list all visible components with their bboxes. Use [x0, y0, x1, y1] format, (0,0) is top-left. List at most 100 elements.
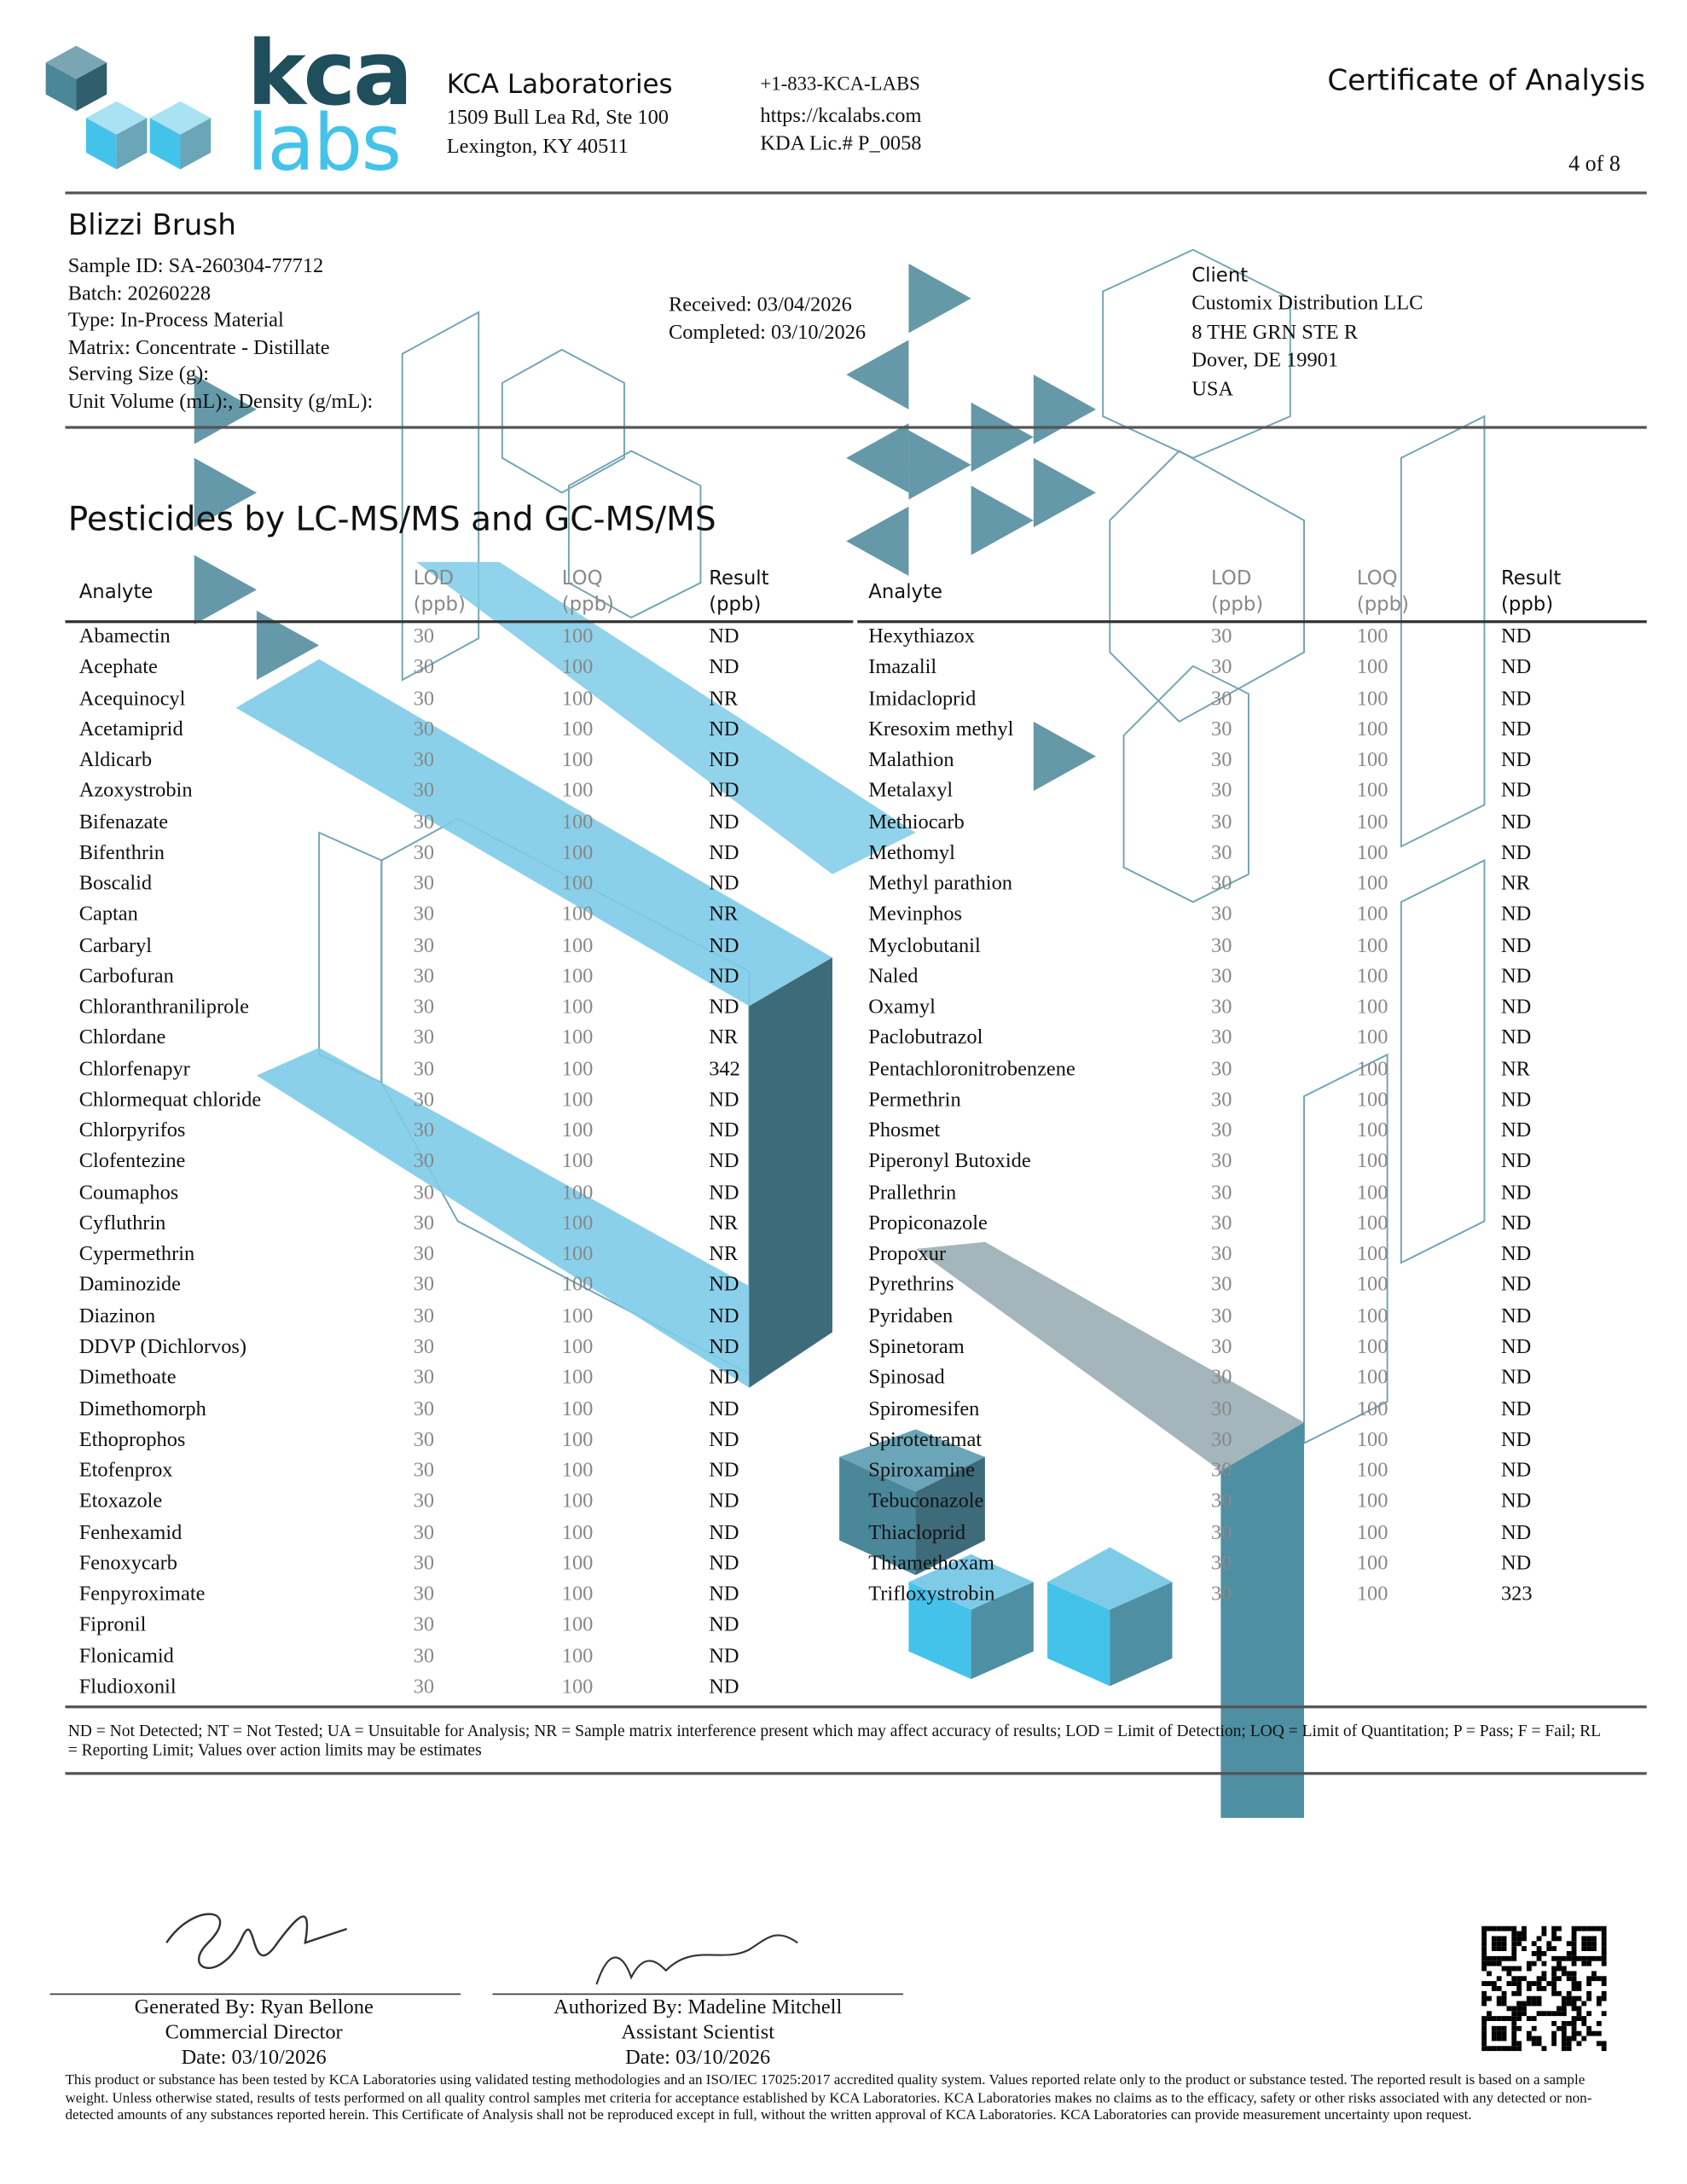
result: ND	[1500, 1428, 1532, 1452]
sample-detail: Unit Volume (mL):, Density (g/mL):	[67, 390, 374, 413]
header-rule	[857, 620, 1647, 623]
qr-cell	[1516, 2001, 1522, 2007]
qr-cell	[1511, 1946, 1517, 1951]
qr-cell	[1526, 2016, 1532, 2021]
analyte: Cypermethrin	[78, 1243, 195, 1266]
qr-cell	[1571, 2020, 1577, 2026]
column-header: Analyte	[78, 581, 154, 604]
qr-cell	[1551, 2041, 1557, 2047]
loq: 100	[561, 1089, 594, 1112]
column-unit: (ppb)	[1356, 594, 1409, 617]
lod: 30	[413, 934, 435, 957]
analyte: Flonicamid	[78, 1645, 174, 1668]
qr-cell	[1551, 2036, 1557, 2042]
result: ND	[1500, 1490, 1532, 1513]
qr-cell	[1511, 2006, 1517, 2012]
qr-cell	[1601, 1926, 1607, 1931]
qr-cell	[1481, 1926, 1487, 1931]
doc-title: Certificate of Analysis	[1327, 63, 1646, 97]
qr-cell	[1566, 2046, 1572, 2052]
qr-cell	[1541, 1926, 1547, 1931]
qr-cell	[1526, 2001, 1532, 2007]
qr-cell	[1576, 1995, 1582, 2001]
analyte: Thiacloprid	[868, 1521, 966, 1544]
analyte: Methyl parathion	[868, 873, 1012, 896]
qr-cell	[1481, 1950, 1487, 1956]
qr-cell	[1516, 1976, 1522, 1982]
client-line: Customix Distribution LLC	[1191, 293, 1423, 316]
qr-cell	[1526, 1995, 1532, 2001]
result: ND	[709, 1367, 739, 1390]
qr-cell	[1586, 1941, 1592, 1947]
qr-cell	[1601, 1950, 1607, 1956]
analyte: Chlorpyrifos	[78, 1119, 186, 1142]
loq: 100	[1356, 873, 1388, 896]
qr-cell	[1541, 1976, 1547, 1982]
result: ND	[1500, 1243, 1532, 1266]
qr-cell	[1601, 1955, 1607, 1961]
result: NR	[709, 1212, 739, 1235]
qr-cell	[1561, 1966, 1567, 1972]
result: ND	[1500, 1552, 1532, 1575]
qr-cell	[1541, 1971, 1547, 1977]
qr-cell	[1501, 1926, 1507, 1931]
header-rule	[65, 620, 854, 623]
analyte: Chlorfenapyr	[78, 1058, 190, 1081]
qr-cell	[1481, 2020, 1487, 2026]
analyte: DDVP (Dichlorvos)	[78, 1336, 247, 1359]
lod: 30	[1211, 1552, 1232, 1575]
result: ND	[1500, 1089, 1532, 1112]
qr-cell	[1571, 1946, 1577, 1951]
loq: 100	[561, 1367, 594, 1390]
result: ND	[1500, 718, 1532, 741]
qr-cell	[1496, 2046, 1502, 2052]
client-line: Dover, DE 19901	[1191, 349, 1339, 372]
qr-cell	[1511, 1931, 1517, 1937]
qr-cell	[1501, 2001, 1507, 2007]
result: ND	[709, 1460, 739, 1483]
loq: 100	[561, 1614, 594, 1637]
result: ND	[709, 1676, 739, 1699]
qr-cell	[1601, 1995, 1607, 2001]
analyte: Acequinocyl	[78, 688, 186, 711]
column-header: Result	[1500, 567, 1562, 590]
analyte: Daminozide	[78, 1274, 181, 1297]
qr-cell	[1586, 1995, 1592, 2001]
result: ND	[1500, 810, 1532, 834]
column-unit: (ppb)	[561, 594, 614, 617]
lod: 30	[1211, 965, 1232, 988]
qr-cell	[1526, 1966, 1532, 1972]
qr-cell	[1561, 2041, 1567, 2047]
result: ND	[709, 718, 739, 741]
qr-cell	[1516, 2006, 1522, 2012]
qr-cell	[1511, 1936, 1517, 1942]
qr-cell	[1576, 1926, 1582, 1931]
loq: 100	[1356, 1027, 1388, 1050]
qr-cell	[1596, 2030, 1602, 2036]
lod: 30	[413, 1089, 435, 1112]
qr-cell	[1481, 2001, 1487, 2007]
loq: 100	[1356, 1151, 1388, 1174]
qr-cell	[1571, 1985, 1577, 1991]
qr-cell	[1516, 2025, 1522, 2031]
qr-cell	[1581, 2036, 1587, 2042]
analyte: Oxamyl	[868, 996, 936, 1019]
qr-cell	[1511, 2016, 1517, 2021]
qr-cell	[1581, 1960, 1587, 1966]
qr-cell	[1561, 1995, 1567, 2001]
client-line: USA	[1191, 378, 1234, 401]
analyte: Fenpyroximate	[78, 1583, 206, 1606]
qr-cell	[1601, 2046, 1607, 2052]
qr-cell	[1551, 1926, 1557, 1931]
qr-cell	[1506, 1981, 1512, 1986]
qr-cell	[1557, 1990, 1562, 1996]
lod: 30	[413, 656, 435, 679]
analyte: Etofenprox	[78, 1460, 173, 1483]
loq: 100	[1356, 903, 1388, 926]
analyte: Imidacloprid	[868, 688, 977, 711]
qr-cell	[1496, 2001, 1502, 2007]
loq: 100	[1356, 1552, 1388, 1575]
qr-cell	[1531, 2025, 1537, 2031]
lod: 30	[1211, 1305, 1232, 1328]
qr-cell	[1491, 1926, 1497, 1931]
